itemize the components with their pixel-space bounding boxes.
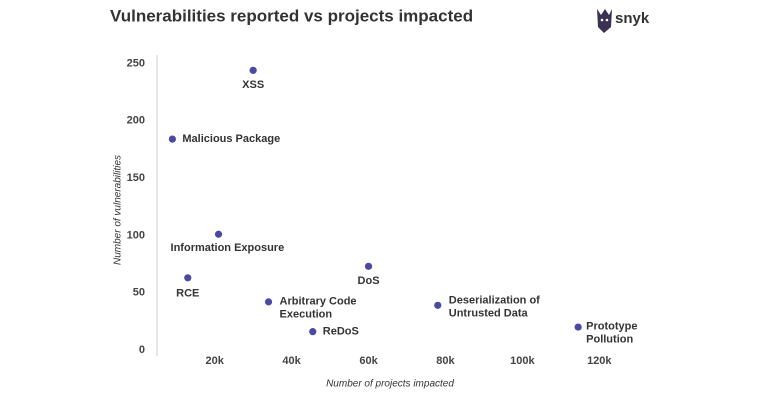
- point-label: Execution: [280, 308, 333, 320]
- x-axis-label: Number of projects impacted: [326, 379, 454, 390]
- x-tick-label: 120k: [587, 355, 612, 367]
- point: [168, 135, 176, 143]
- point-label: Prototype: [586, 320, 637, 332]
- point: [364, 262, 373, 270]
- point-label: DoS: [358, 275, 380, 287]
- point-label: ReDoS: [323, 326, 359, 338]
- y-tick-label: 100: [127, 229, 145, 241]
- y-tick-label: 0: [139, 344, 145, 356]
- x-tick-label: 20k: [206, 355, 225, 367]
- point: [574, 323, 582, 331]
- point-label: Deserialization of: [449, 295, 540, 307]
- y-tick-label: 150: [127, 172, 145, 184]
- point-label: XSS: [242, 79, 264, 91]
- x-tick-label: 40k: [282, 355, 301, 367]
- point-label: Arbitrary Code: [280, 295, 357, 307]
- logo-text: snyk: [615, 10, 650, 27]
- chart-title: Vulnerabilities reported vs projects imp…: [110, 6, 473, 25]
- point: [184, 274, 192, 282]
- x-tick-label: 100k: [510, 355, 535, 367]
- point: [264, 298, 273, 306]
- logo-icon: [597, 9, 612, 33]
- y-axis-label: Number of vulnerabilities: [113, 155, 124, 265]
- point-label: Malicious Package: [182, 133, 280, 145]
- y-tick-label: 250: [127, 57, 145, 69]
- point-label: Information Exposure: [171, 242, 285, 254]
- point: [309, 328, 317, 336]
- point: [434, 301, 442, 309]
- point: [214, 230, 223, 238]
- y-tick-label: 50: [133, 287, 145, 299]
- point: [249, 66, 257, 74]
- x-tick-label: 60k: [359, 355, 378, 367]
- x-tick-label: 80k: [436, 355, 455, 367]
- point-label: Untrusted Data: [449, 308, 529, 320]
- point-label: Pollution: [586, 333, 633, 345]
- y-tick-label: 200: [127, 115, 145, 127]
- point-label: RCE: [176, 288, 199, 300]
